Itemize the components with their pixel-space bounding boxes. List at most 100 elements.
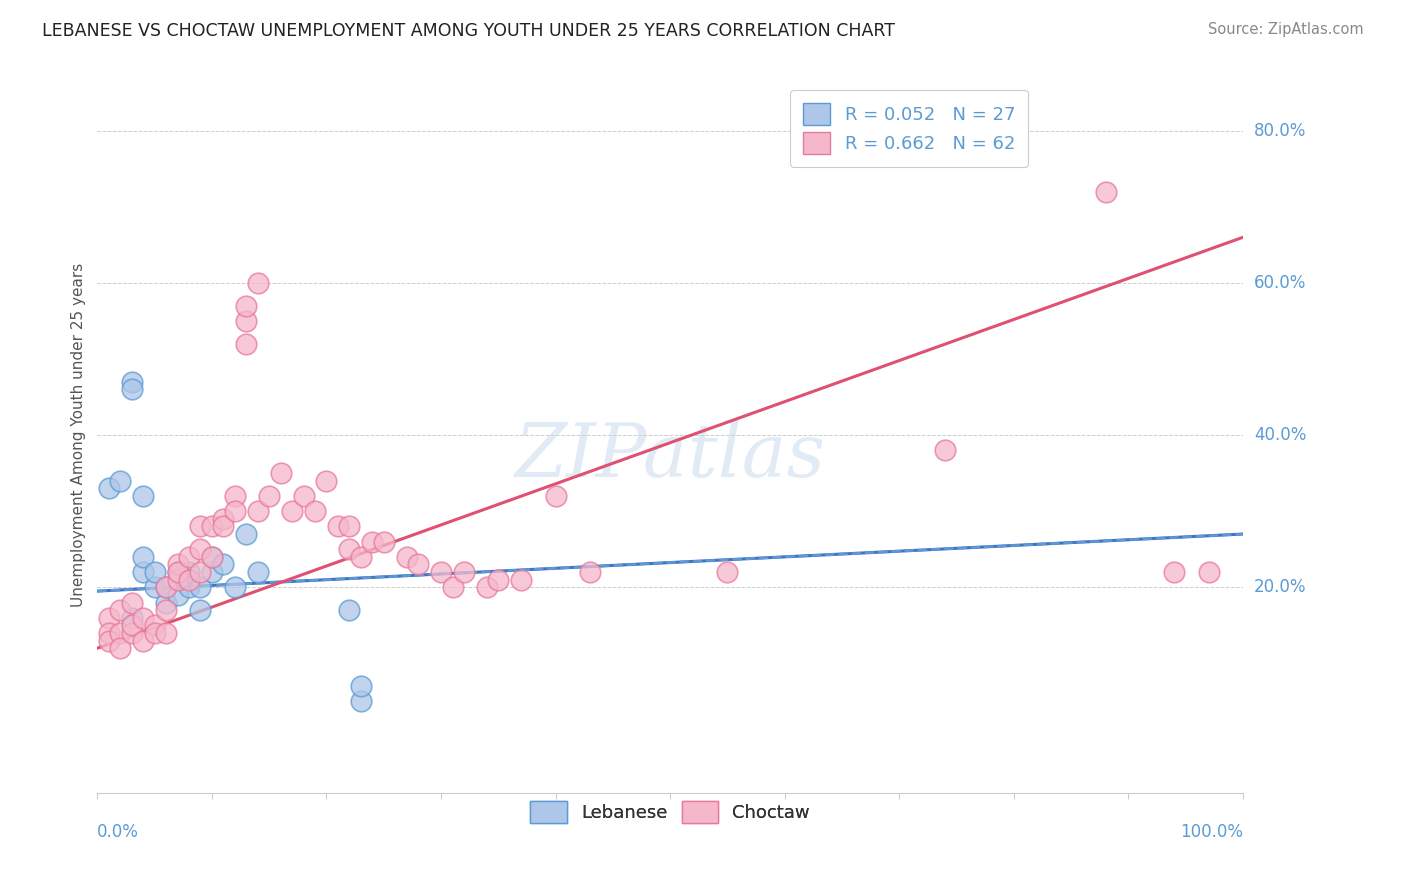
Point (143, 626, 166, 640)
Point (121, 626, 143, 640)
Point (544, 489, 567, 503)
Point (1163, 565, 1185, 579)
Point (235, 527, 257, 541)
Point (579, 565, 602, 579)
Point (486, 573, 509, 587)
Point (190, 519, 212, 533)
Point (166, 558, 188, 572)
Point (110, 603, 132, 617)
Point (212, 519, 235, 533)
Point (121, 611, 143, 625)
Point (177, 580, 200, 594)
Point (246, 504, 269, 518)
Point (339, 519, 361, 533)
Point (97, 633, 120, 648)
Point (177, 565, 200, 579)
Point (143, 565, 166, 579)
Point (339, 542, 361, 557)
Point (441, 580, 464, 594)
Text: 40.0%: 40.0% (1254, 426, 1306, 444)
Point (155, 603, 177, 617)
Point (166, 573, 188, 587)
Point (121, 595, 143, 609)
Point (132, 611, 155, 625)
Point (121, 383, 143, 397)
Point (97, 482, 120, 496)
Point (190, 542, 212, 557)
Point (350, 679, 373, 693)
Text: 80.0%: 80.0% (1254, 121, 1306, 140)
Point (235, 336, 257, 351)
Point (110, 641, 132, 656)
Point (406, 558, 429, 572)
Point (212, 512, 235, 526)
Point (132, 565, 155, 579)
Point (190, 565, 212, 579)
Point (1094, 185, 1116, 199)
Point (224, 580, 246, 594)
Text: 60.0%: 60.0% (1254, 274, 1306, 292)
Point (177, 549, 200, 564)
Point (166, 588, 188, 602)
Point (373, 534, 395, 549)
Point (143, 580, 166, 594)
Point (177, 573, 200, 587)
Point (190, 603, 212, 617)
Point (110, 626, 132, 640)
Legend: Lebanese, Choctaw: Lebanese, Choctaw (523, 794, 817, 830)
Point (121, 375, 143, 389)
Text: 0.0%: 0.0% (97, 823, 139, 841)
Point (315, 474, 337, 488)
Point (132, 549, 155, 564)
Point (339, 603, 361, 617)
Point (132, 633, 155, 648)
Point (246, 565, 269, 579)
Point (201, 549, 224, 564)
Point (270, 466, 292, 480)
Point (361, 534, 384, 549)
Point (453, 565, 475, 579)
Point (155, 626, 177, 640)
Point (475, 580, 498, 594)
Point (97, 626, 120, 640)
Point (143, 618, 166, 632)
Point (395, 549, 418, 564)
Point (235, 314, 257, 328)
Point (1198, 565, 1220, 579)
Text: Source: ZipAtlas.com: Source: ZipAtlas.com (1208, 22, 1364, 37)
Point (224, 489, 246, 503)
Point (510, 573, 533, 587)
Point (257, 489, 280, 503)
Text: ZIPatlas: ZIPatlas (515, 420, 825, 492)
Point (430, 565, 453, 579)
Point (132, 489, 155, 503)
Point (326, 519, 349, 533)
Point (121, 618, 143, 632)
Point (281, 504, 304, 518)
Point (201, 549, 224, 564)
Point (190, 580, 212, 594)
Point (155, 595, 177, 609)
Point (235, 299, 257, 313)
Point (212, 558, 235, 572)
Point (224, 504, 246, 518)
Point (292, 489, 315, 503)
Point (166, 565, 188, 579)
Point (350, 549, 373, 564)
Text: 100.0%: 100.0% (1180, 823, 1243, 841)
Point (110, 474, 132, 488)
Text: 20.0%: 20.0% (1254, 578, 1306, 596)
Point (166, 565, 188, 579)
Point (304, 504, 326, 518)
Point (246, 276, 269, 290)
Point (716, 565, 738, 579)
Point (155, 580, 177, 594)
Point (201, 519, 224, 533)
Point (350, 694, 373, 708)
Point (934, 443, 956, 458)
Point (201, 565, 224, 579)
Y-axis label: Unemployment Among Youth under 25 years: Unemployment Among Youth under 25 years (72, 263, 86, 607)
Point (155, 580, 177, 594)
Point (97, 611, 120, 625)
Text: LEBANESE VS CHOCTAW UNEMPLOYMENT AMONG YOUTH UNDER 25 YEARS CORRELATION CHART: LEBANESE VS CHOCTAW UNEMPLOYMENT AMONG Y… (42, 22, 896, 40)
